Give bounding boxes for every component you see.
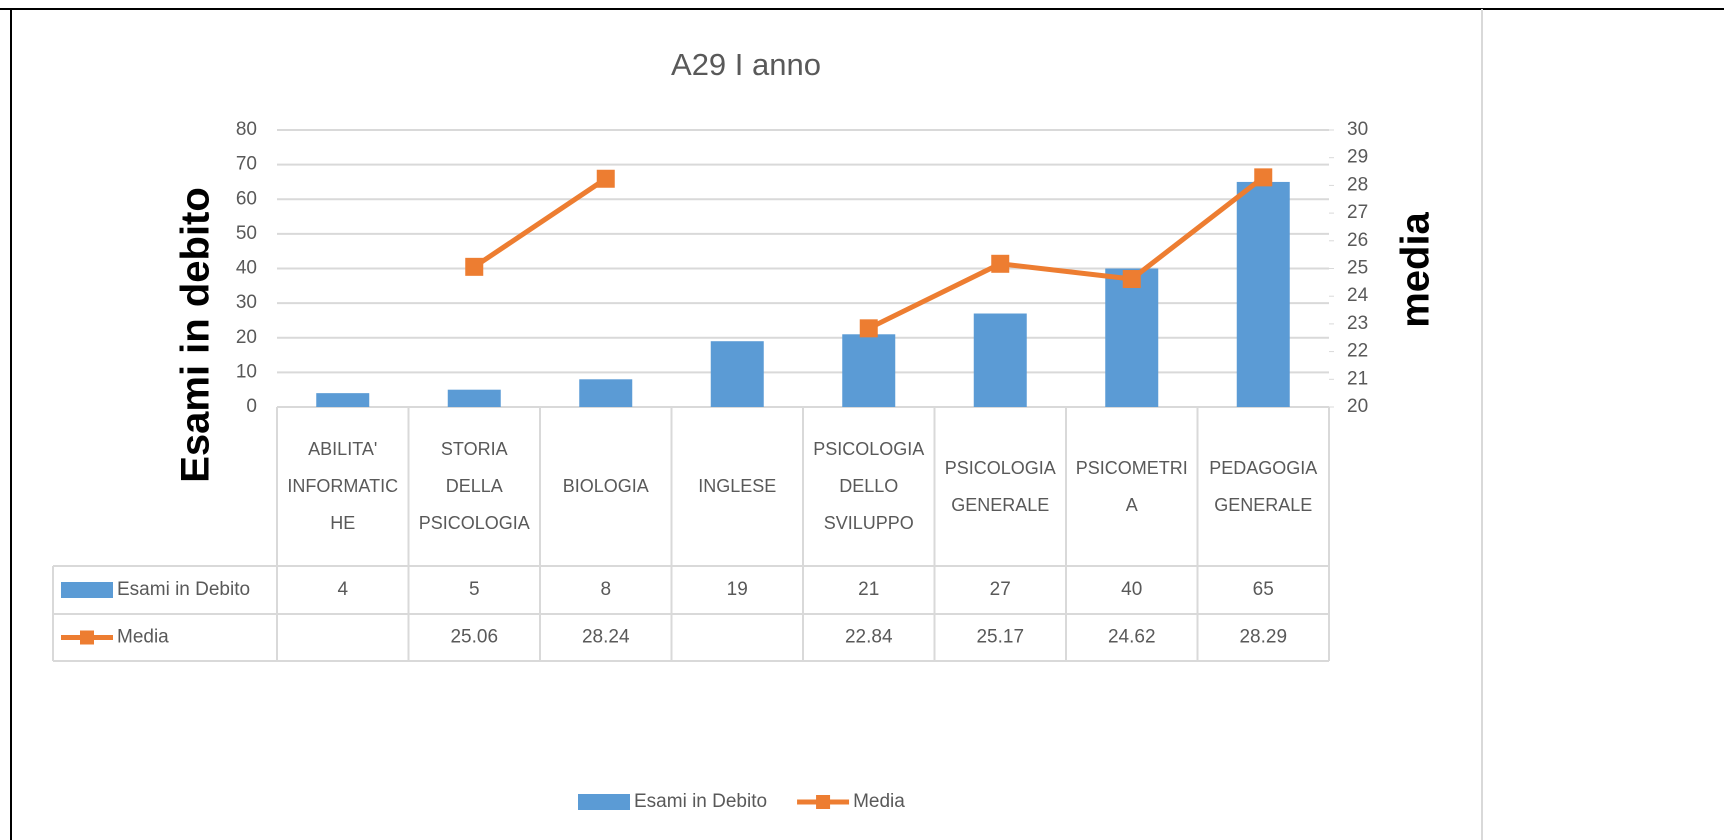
- y2-tick-label: 21: [1347, 368, 1368, 389]
- y2-tick-label: 26: [1347, 230, 1368, 251]
- y2-tick-label: 30: [1347, 119, 1368, 140]
- y-tick-label: 40: [236, 258, 257, 279]
- y-tick-label: 70: [236, 154, 257, 175]
- table-value: 28.24: [582, 627, 630, 648]
- x-tick-label: BIOLOGIA: [562, 476, 649, 496]
- x-tick-label: PSICOLOGIA DELLO SVILUPPO: [813, 439, 925, 533]
- table-row-label: Media: [117, 627, 169, 648]
- y2-tick-label: 20: [1347, 396, 1368, 417]
- legend-marker: [80, 630, 94, 645]
- bar: [842, 334, 896, 407]
- marker: [859, 319, 878, 338]
- y-tick-label: 50: [236, 223, 257, 244]
- y-axis-title: Esami in debito: [174, 187, 218, 483]
- y2-tick-label: 25: [1347, 258, 1368, 279]
- y2-tick-label: 23: [1347, 313, 1368, 334]
- y2-tick-label: 27: [1347, 202, 1368, 223]
- table-value: 19: [727, 579, 748, 600]
- y2-tick-label: 28: [1347, 174, 1368, 195]
- table-value: 24.62: [1108, 627, 1156, 648]
- bar: [447, 389, 501, 407]
- marker: [1122, 270, 1141, 289]
- y2-tick-label: 29: [1347, 147, 1368, 168]
- marker: [596, 169, 615, 188]
- table-value: 25.17: [976, 627, 1024, 648]
- bar: [710, 341, 764, 407]
- bar: [316, 393, 370, 407]
- marker: [1254, 168, 1273, 187]
- x-tick-label: PSICOLOGIA GENERALE: [944, 457, 1056, 515]
- table-row-label: Esami in Debito: [117, 579, 250, 600]
- x-tick-label: PEDAGOGIA GENERALE: [1209, 457, 1318, 515]
- y-tick-label: 60: [236, 188, 257, 209]
- x-tick-label: STORIA DELLA PSICOLOGIA: [418, 439, 530, 533]
- legend-label: Esami in Debito: [634, 791, 767, 812]
- table-value: 25.06: [450, 627, 498, 648]
- legend-swatch: [578, 794, 630, 810]
- y2-tick-label: 22: [1347, 341, 1368, 362]
- x-tick-label: ABILITA' INFORMATICHE: [287, 439, 399, 533]
- table-value: 22.84: [845, 627, 893, 648]
- y-tick-label: 30: [236, 292, 257, 313]
- table-value: 8: [600, 579, 611, 600]
- table-value: 4: [337, 579, 348, 600]
- table-value: 65: [1253, 579, 1274, 600]
- table-value: 27: [990, 579, 1011, 600]
- y2-tick-label: 24: [1347, 285, 1369, 306]
- table-value: 5: [469, 579, 480, 600]
- table-value: 28.29: [1239, 627, 1287, 648]
- bar: [579, 379, 633, 407]
- legend-marker: [816, 795, 831, 809]
- line: [472, 175, 1265, 331]
- legend-swatch: [61, 582, 113, 598]
- marker: [465, 257, 484, 276]
- bar: [1105, 268, 1159, 407]
- y-tick-label: 10: [236, 361, 257, 382]
- y-tick-label: 80: [236, 119, 257, 140]
- legend-label: Media: [853, 791, 905, 812]
- table-value: 21: [858, 579, 879, 600]
- chart-title: A29 I anno: [671, 47, 821, 82]
- marker: [991, 254, 1010, 273]
- y-tick-label: 20: [236, 327, 257, 348]
- bar: [973, 313, 1027, 407]
- x-tick-label: PSICOMETRIA: [1075, 457, 1188, 515]
- table-value: 40: [1121, 579, 1142, 600]
- y-tick-label: 0: [246, 396, 257, 417]
- x-tick-label: INGLESE: [698, 476, 777, 496]
- bar: [1236, 181, 1290, 407]
- y2-axis-title: media: [1394, 211, 1438, 327]
